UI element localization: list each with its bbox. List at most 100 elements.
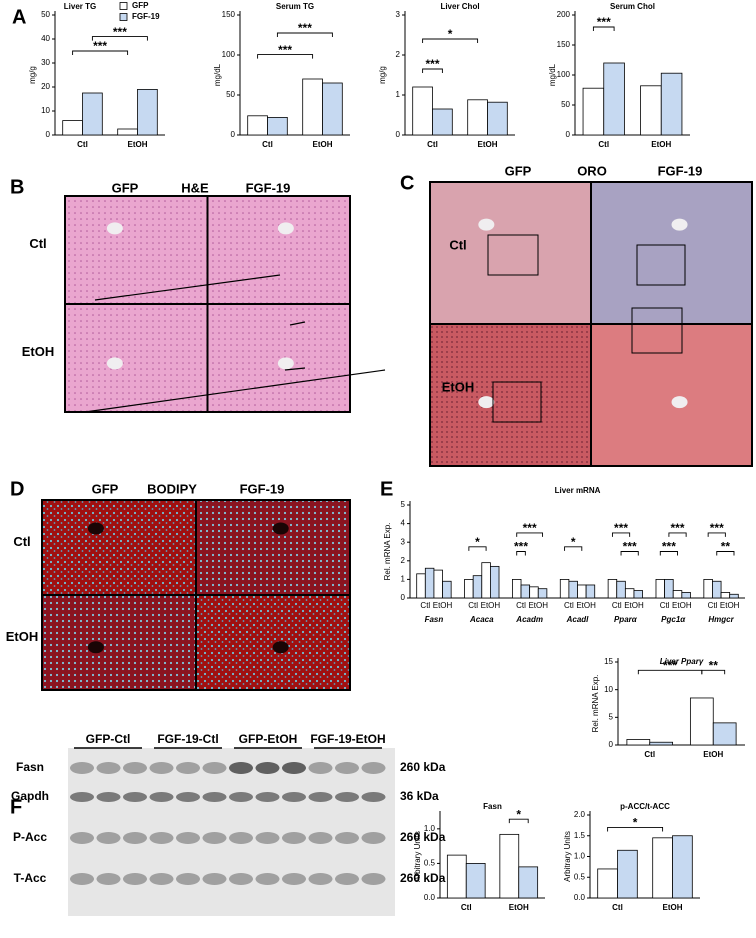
- y-tick-label: 50: [41, 10, 50, 19]
- bar: [720, 592, 731, 599]
- blot-band: [96, 873, 121, 885]
- bar: [137, 89, 158, 136]
- bar: [672, 590, 683, 599]
- bar: [681, 592, 691, 599]
- significance-bracket: [508, 818, 529, 824]
- y-tick-label: 0: [566, 130, 571, 139]
- blot-protein: T-Acc: [14, 871, 47, 885]
- blot-protein: P-Acc: [13, 830, 47, 844]
- y-axis-label: Arbitrary Units: [563, 831, 572, 882]
- blot-band: [308, 762, 333, 774]
- bar: [577, 584, 587, 599]
- panel-letter: C: [400, 172, 414, 194]
- significance-bracket: [91, 36, 148, 41]
- significance-label: *: [516, 807, 521, 821]
- x-subcategory-label: Ctl: [564, 601, 574, 610]
- bar: [489, 565, 500, 599]
- micrograph: [590, 323, 753, 467]
- image-row-label: EtOH: [442, 379, 475, 394]
- blot-group: FGF-19-Ctl: [157, 732, 218, 746]
- x-tick-label: EtOH: [663, 903, 683, 912]
- blot-band: [202, 762, 227, 774]
- bar: [529, 586, 539, 599]
- significance-label: ***: [113, 25, 127, 39]
- image-column-label: FGF-19: [240, 481, 285, 496]
- y-tick-label: 2.0: [574, 810, 586, 819]
- blot-group: GFP-Ctl: [86, 732, 131, 746]
- blot-band: [176, 832, 200, 844]
- significance-bracket: [620, 551, 639, 556]
- vessel: [87, 641, 104, 654]
- arrow: [284, 367, 306, 371]
- y-tick-label: 5: [401, 500, 406, 509]
- bar: [585, 584, 596, 599]
- significance-bracket: [422, 38, 479, 43]
- panel-letter: F: [10, 796, 22, 818]
- bar: [712, 722, 737, 746]
- blot-band: [70, 832, 94, 844]
- x-subcategory-label: EtOH: [528, 601, 548, 610]
- blot-band: [335, 762, 359, 774]
- blot-band: [149, 762, 174, 774]
- significance-bracket: [659, 551, 678, 556]
- y-tick-label: 100: [222, 50, 236, 59]
- significance-label: *: [633, 816, 638, 830]
- blot-band: [149, 792, 174, 802]
- vessel: [106, 222, 123, 235]
- significance-bracket: [592, 26, 615, 31]
- bar: [568, 580, 578, 599]
- bar: [672, 835, 693, 899]
- bar: [446, 854, 467, 899]
- x-tick-label: EtOH: [651, 140, 671, 149]
- y-tick-label: 0: [231, 130, 236, 139]
- bar: [520, 584, 531, 599]
- bar: [689, 697, 714, 746]
- blot-band: [308, 792, 333, 802]
- y-tick-label: 2: [396, 50, 401, 59]
- bar: [442, 580, 452, 599]
- blot-band: [255, 762, 280, 774]
- image-column-label: GFP: [112, 180, 139, 195]
- micrograph: [206, 195, 351, 305]
- vessel: [478, 396, 495, 409]
- significance-label: ***: [710, 521, 724, 535]
- blot-band: [255, 832, 280, 844]
- bar: [633, 590, 643, 599]
- y-tick-label: 0.5: [574, 872, 586, 881]
- micrograph: [429, 323, 592, 467]
- significance-bracket: [668, 532, 687, 537]
- vessel: [671, 396, 688, 409]
- vessel: [277, 357, 294, 370]
- y-tick-label: 10: [604, 685, 613, 694]
- vessel: [106, 357, 123, 370]
- chart-title: Serum Chol: [610, 2, 655, 11]
- micrograph: [41, 594, 197, 691]
- blot-band: [176, 792, 200, 802]
- bar: [559, 579, 570, 599]
- bar: [412, 86, 433, 136]
- x-tick-label: EtOH: [509, 903, 529, 912]
- x-subcategory-label: EtOH: [720, 601, 740, 610]
- bar: [518, 866, 539, 899]
- blot: [68, 748, 395, 916]
- significance-label: **: [709, 658, 719, 672]
- vessel: [478, 218, 495, 231]
- x-subcategory-label: EtOH: [481, 601, 501, 610]
- zoom-box: [631, 307, 683, 354]
- micrograph: [64, 303, 209, 413]
- x-tick-label: Acadl: [566, 615, 590, 624]
- significance-bracket: [422, 68, 443, 73]
- panel-letter: B: [10, 176, 24, 198]
- x-subcategory-label: EtOH: [576, 601, 596, 610]
- bar: [512, 579, 522, 599]
- blot-group: GFP-EtOH: [239, 732, 298, 746]
- chart-title: p-ACC/t-ACC: [620, 802, 670, 811]
- significance-bracket: [701, 669, 726, 675]
- significance-label: *: [571, 535, 576, 549]
- bar: [537, 588, 548, 599]
- blot-band: [96, 832, 121, 844]
- y-axis-label: Arbitrary Units: [413, 831, 422, 882]
- blot-band: [282, 832, 306, 844]
- significance-label: ***: [93, 39, 107, 53]
- bar: [616, 580, 626, 599]
